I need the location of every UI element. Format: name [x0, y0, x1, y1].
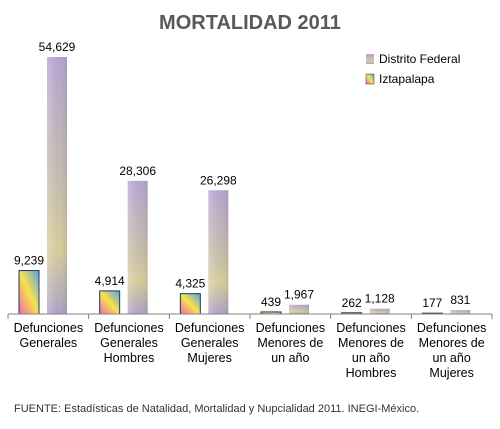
- value-label-distrito-federal: 1,128: [365, 292, 395, 306]
- legend: Distrito Federal Iztapalapa: [365, 52, 460, 86]
- value-label-iztapalapa: 177: [422, 296, 442, 310]
- category-label: Defunciones Menores de un año Mujeres: [417, 321, 487, 380]
- bar-iztapalapa: [18, 270, 40, 315]
- bar-shading: [369, 308, 390, 314]
- bars-group: [18, 57, 471, 315]
- legend-swatch-distrito-federal: [366, 54, 374, 64]
- value-label-iztapalapa: 4,325: [175, 277, 205, 291]
- legend-label-iztapalapa: Iztapalapa: [379, 72, 435, 86]
- value-label-iztapalapa: 9,239: [14, 254, 44, 268]
- bar-shading: [208, 190, 229, 314]
- x-axis-ticks: [7, 314, 493, 319]
- category-label: Defunciones Menores de un año Hombres: [336, 321, 406, 380]
- bar-iztapalapa: [99, 290, 121, 315]
- category-label: Defunciones Generales: [14, 321, 84, 350]
- category-label: Defunciones Menores de un año: [256, 321, 326, 365]
- value-label-iztapalapa: 439: [261, 295, 281, 309]
- bar-iztapalapa: [179, 293, 201, 315]
- bar-shading: [127, 180, 148, 314]
- value-label-distrito-federal: 28,306: [119, 164, 156, 178]
- bar-shading: [450, 310, 471, 314]
- bar-shading: [289, 304, 309, 314]
- value-label-iztapalapa: 262: [342, 296, 362, 310]
- category-labels-group: Defunciones Generales Defunciones Generales…: [14, 321, 487, 380]
- value-label-distrito-federal: 54,629: [39, 40, 76, 54]
- value-label-distrito-federal: 831: [450, 293, 470, 307]
- value-label-distrito-federal: 1,967: [284, 288, 314, 302]
- chart-title: MORTALIDAD 2011: [159, 12, 341, 34]
- bar-shading: [47, 57, 67, 314]
- value-label-distrito-federal: 26,298: [200, 173, 237, 187]
- value-label-iztapalapa: 4,914: [95, 274, 125, 288]
- legend-swatch-iztapalapa: [365, 73, 375, 85]
- legend-label-distrito-federal: Distrito Federal: [379, 52, 460, 66]
- category-label: Defunciones Generales Mujeres: [175, 321, 245, 365]
- category-label: Defunciones Generales Hombres: [94, 321, 164, 365]
- value-labels-group: 9,239 54,629 4,914 28,306 4,325 26,298 4391,96…: [14, 40, 471, 310]
- source-note: FUENTE: Estadísticas de Natalidad, Morta…: [14, 403, 419, 415]
